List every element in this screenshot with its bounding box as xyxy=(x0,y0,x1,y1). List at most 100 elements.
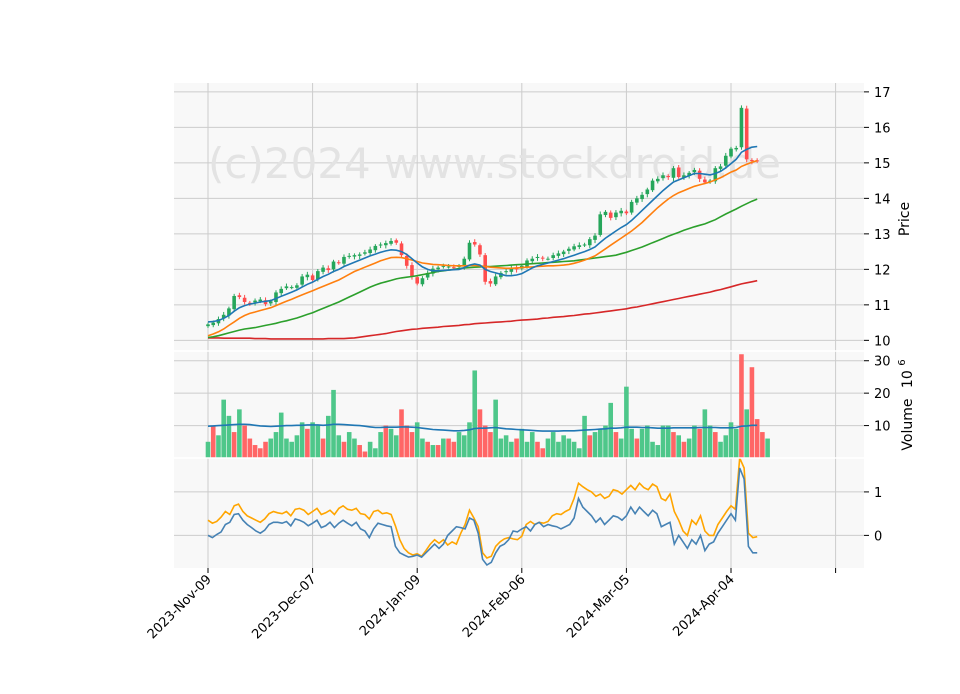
x-tick-label: 2023-Nov-09 xyxy=(145,572,215,642)
volume-bar xyxy=(310,422,315,458)
volume-bar xyxy=(618,438,624,458)
price-panel xyxy=(206,105,759,340)
candle-body xyxy=(587,239,592,246)
candle-body xyxy=(676,167,681,178)
volume-bar xyxy=(645,425,650,458)
candle-body xyxy=(504,271,508,273)
candle-body xyxy=(258,299,263,302)
candle-body xyxy=(347,255,352,257)
price-tick-label: 16 xyxy=(874,121,891,136)
volume-bar xyxy=(263,441,268,458)
volume-bar xyxy=(597,428,603,458)
volume-bar xyxy=(210,425,216,458)
candle-body xyxy=(650,180,655,191)
volume-bar xyxy=(336,435,342,458)
volume-bar xyxy=(707,425,713,458)
candle-body xyxy=(378,244,383,246)
volume-bar xyxy=(665,425,671,458)
price-panel-background xyxy=(174,83,864,351)
volume-bar xyxy=(226,415,232,458)
candle-body xyxy=(263,300,268,305)
volume-bar xyxy=(346,432,352,458)
candle-body xyxy=(446,266,451,268)
volume-bar xyxy=(409,432,415,458)
candle-body xyxy=(363,252,367,254)
x-tick-label: 2024-Jan-09 xyxy=(357,572,424,639)
candle-body xyxy=(608,212,613,218)
price-tick-label: 13 xyxy=(874,228,891,243)
volume-bar xyxy=(713,432,718,458)
volume-bar xyxy=(540,448,546,458)
candle-body xyxy=(310,275,315,281)
volume-bar xyxy=(482,425,488,458)
volume-bar xyxy=(252,445,258,458)
candle-body xyxy=(357,254,362,256)
volume-bar xyxy=(629,428,634,458)
candle-body xyxy=(530,258,535,262)
volume-bar xyxy=(686,438,692,458)
candle-body xyxy=(326,268,331,271)
candle-body xyxy=(551,255,555,258)
candle-body xyxy=(472,242,477,245)
candle-body xyxy=(410,265,414,277)
volume-bar xyxy=(749,367,755,458)
volume-bar xyxy=(660,425,666,458)
price-axis-label: Price xyxy=(897,202,913,236)
candle-body xyxy=(593,235,597,240)
volume-bar xyxy=(231,432,237,458)
volume-average-line xyxy=(207,423,758,432)
candle-body xyxy=(352,255,357,257)
volume-bar xyxy=(352,438,357,458)
volume-bar xyxy=(566,438,572,458)
price-tick-label: 12 xyxy=(874,263,891,278)
volume-bar xyxy=(529,432,535,458)
candle-body xyxy=(739,107,744,148)
volume-bar xyxy=(488,432,493,458)
candle-body xyxy=(666,176,671,178)
volume-bar xyxy=(420,438,425,458)
volume-bar xyxy=(739,354,744,458)
volume-bar xyxy=(393,435,399,458)
candle-body xyxy=(274,292,278,303)
candle-body xyxy=(206,324,210,327)
candle-body xyxy=(467,242,472,260)
candle-body xyxy=(248,302,252,304)
candle-body xyxy=(289,287,294,289)
candle-body xyxy=(556,253,561,256)
candle-body xyxy=(425,272,430,278)
volume-bar xyxy=(754,419,760,458)
volume-bar xyxy=(624,386,629,458)
candle-body xyxy=(540,257,545,259)
candle-body xyxy=(729,148,733,157)
candle-body xyxy=(415,277,419,284)
volume-bar xyxy=(519,428,525,458)
candle-body xyxy=(624,211,629,214)
volume-bar xyxy=(681,441,687,458)
volume-bar xyxy=(718,441,723,458)
volume-bar xyxy=(692,425,697,458)
volume-bar xyxy=(634,438,640,458)
volume-bar xyxy=(728,422,734,458)
candle-body xyxy=(279,288,284,294)
volume-bar xyxy=(414,422,420,458)
volume-bar xyxy=(571,441,577,458)
candle-body xyxy=(452,267,456,269)
candle-body xyxy=(420,278,425,285)
price-tick-label: 14 xyxy=(874,192,891,207)
volume-bar xyxy=(373,448,378,458)
volume-bar xyxy=(430,445,436,458)
volume-axis-exponent: 6 xyxy=(897,359,908,365)
volume-bar xyxy=(587,435,593,458)
candle-body xyxy=(488,281,493,284)
candle-body xyxy=(268,301,273,304)
volume-bar xyxy=(273,432,279,458)
volume-bar xyxy=(493,399,498,458)
candle-body xyxy=(300,276,304,285)
candle-body xyxy=(635,198,639,203)
oscillator-tick-label: 0 xyxy=(874,529,882,544)
volume-bar xyxy=(702,409,708,458)
volume-bar xyxy=(284,438,289,458)
candle-body xyxy=(734,147,739,150)
volume-bar xyxy=(357,445,362,458)
